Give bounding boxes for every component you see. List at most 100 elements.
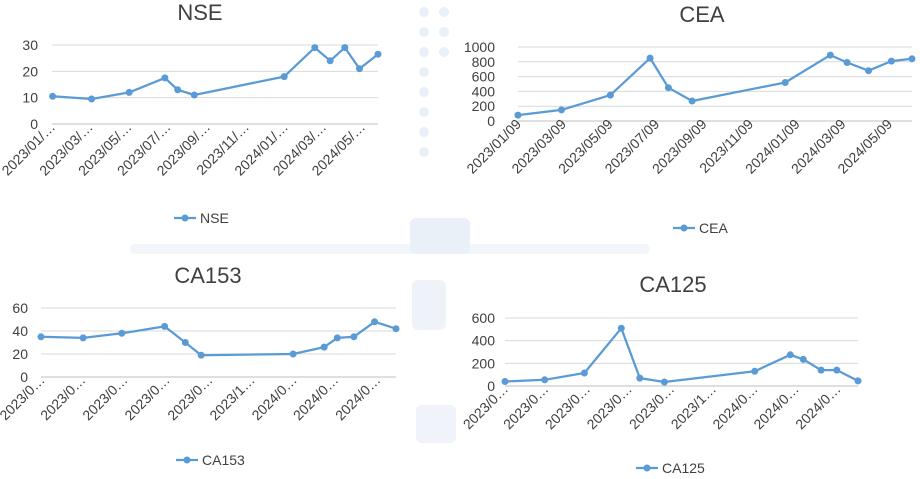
x-tick-labels: 2023/0…2023/0…2023/0…2023/0…2023/0…2023/… bbox=[0, 372, 383, 423]
y-tick-labels: 0 200 400 600 bbox=[472, 310, 496, 394]
x-tick-label: 2024/0… bbox=[792, 381, 843, 432]
data-point bbox=[558, 106, 565, 114]
data-point bbox=[371, 318, 379, 326]
x-tick-label: 2023/0… bbox=[164, 372, 215, 423]
y-tick-label: 400 bbox=[472, 333, 496, 349]
data-point bbox=[326, 57, 334, 65]
gridlines bbox=[41, 307, 396, 355]
data-point bbox=[88, 95, 96, 103]
data-point bbox=[781, 79, 789, 86]
y-tick-label: 200 bbox=[472, 355, 496, 371]
y-tick-label: 1000 bbox=[464, 39, 495, 55]
data-point bbox=[37, 333, 45, 341]
y-tick-label: 30 bbox=[22, 37, 38, 53]
data-point bbox=[786, 351, 794, 359]
data-point bbox=[799, 355, 807, 363]
legend: CA153 bbox=[176, 452, 245, 468]
y-tick-label: 200 bbox=[472, 98, 496, 114]
data-point bbox=[865, 67, 872, 75]
y-tick-label: 400 bbox=[472, 83, 496, 99]
x-tick-label: 2023/1… bbox=[206, 372, 257, 423]
data-point bbox=[356, 65, 363, 73]
data-point bbox=[125, 88, 133, 96]
x-tick-label: 2023/0… bbox=[542, 381, 593, 432]
data-point bbox=[190, 91, 198, 99]
x-tick-labels: 2023/01/092023/03/092023/05/092023/07/09… bbox=[463, 116, 895, 177]
chart-panel-ca153: CA153 0 20 40 60 2023/0… 2023/0… 2023/0… 2023/… bbox=[0, 255, 410, 479]
gridlines bbox=[52, 44, 378, 99]
data-point bbox=[688, 97, 696, 105]
legend-label: CA125 bbox=[662, 460, 705, 476]
y-tick-label: 0 bbox=[30, 116, 38, 132]
data-point bbox=[580, 369, 588, 377]
x-tick-label: 2023/0… bbox=[79, 372, 130, 423]
legend: CA125 bbox=[636, 460, 705, 476]
data-point bbox=[280, 73, 288, 81]
data-point bbox=[501, 378, 509, 385]
chart-title: CEA bbox=[679, 2, 725, 27]
data-points bbox=[37, 318, 400, 359]
y-tick-labels: 0 10 20 30 bbox=[22, 37, 38, 132]
data-point bbox=[181, 339, 189, 346]
y-tick-label: 40 bbox=[12, 323, 28, 339]
chart-panel-ca125: CA125 0 200 400 600 2023/0… 2023/0… 2023/0… 20… bbox=[455, 255, 920, 479]
y-tick-label: 20 bbox=[12, 346, 28, 362]
data-point bbox=[514, 111, 522, 119]
legend-label: CA153 bbox=[202, 452, 245, 468]
x-tick-label: 2023/0… bbox=[583, 381, 634, 432]
data-point bbox=[197, 351, 205, 359]
data-point bbox=[908, 55, 916, 63]
data-point bbox=[341, 44, 349, 52]
y-tick-label: 10 bbox=[22, 90, 38, 106]
y-tick-label: 20 bbox=[22, 63, 38, 79]
x-tick-label: 2023/0… bbox=[500, 381, 551, 432]
data-point bbox=[174, 86, 182, 94]
data-points bbox=[49, 44, 382, 103]
data-point bbox=[636, 374, 644, 382]
gridlines bbox=[505, 317, 858, 364]
data-point bbox=[664, 84, 672, 92]
data-point bbox=[833, 366, 841, 374]
x-tick-label: 2023/1… bbox=[668, 381, 719, 432]
y-tick-label: 60 bbox=[12, 300, 28, 316]
data-point bbox=[826, 51, 834, 59]
data-point bbox=[843, 59, 851, 66]
y-tick-label: 600 bbox=[472, 310, 496, 326]
data-point bbox=[118, 329, 126, 337]
chart-title: NSE bbox=[177, 0, 222, 25]
series-line-nse bbox=[52, 46, 379, 101]
legend: CEA bbox=[673, 220, 728, 236]
nse-chart: NSE 0 10 20 30 2023/01/…2023/03/…2023/05/…2… bbox=[0, 0, 382, 226]
x-tick-labels: 2023/0…2023/0…2023/0…2023/0…2023/0…2023/… bbox=[460, 381, 844, 432]
y-tick-label: 0 bbox=[20, 369, 28, 385]
data-point bbox=[311, 44, 319, 52]
x-tick-labels: 2023/01/…2023/03/…2023/05/…2023/07/…2023… bbox=[0, 119, 368, 179]
x-tick-label: 2024/0… bbox=[750, 381, 801, 432]
data-point bbox=[161, 322, 169, 330]
data-point bbox=[887, 57, 895, 65]
data-point bbox=[320, 343, 328, 351]
series-line-ca125 bbox=[504, 327, 859, 384]
y-tick-label: 600 bbox=[472, 69, 496, 85]
x-tick-label: 2023/0… bbox=[626, 381, 677, 432]
chart-panel-cea: CEA 0 200 400 600 800 1000 2023/01/09 2023/03/… bbox=[455, 0, 920, 245]
data-point bbox=[392, 325, 400, 333]
x-tick-label: 2024/0… bbox=[290, 372, 341, 423]
series-line-cea bbox=[517, 53, 913, 117]
x-tick-label: 2024/0… bbox=[332, 372, 383, 423]
chart-title: CA125 bbox=[639, 272, 706, 297]
data-point bbox=[660, 378, 668, 386]
data-point bbox=[289, 350, 297, 358]
data-points bbox=[514, 51, 916, 119]
series-line-ca153 bbox=[40, 320, 397, 357]
data-point bbox=[817, 366, 825, 374]
legend-label: CEA bbox=[699, 220, 728, 236]
y-tick-label: 800 bbox=[472, 54, 496, 70]
y-tick-label: 0 bbox=[487, 113, 495, 129]
data-point bbox=[79, 334, 87, 342]
data-point bbox=[854, 377, 862, 385]
